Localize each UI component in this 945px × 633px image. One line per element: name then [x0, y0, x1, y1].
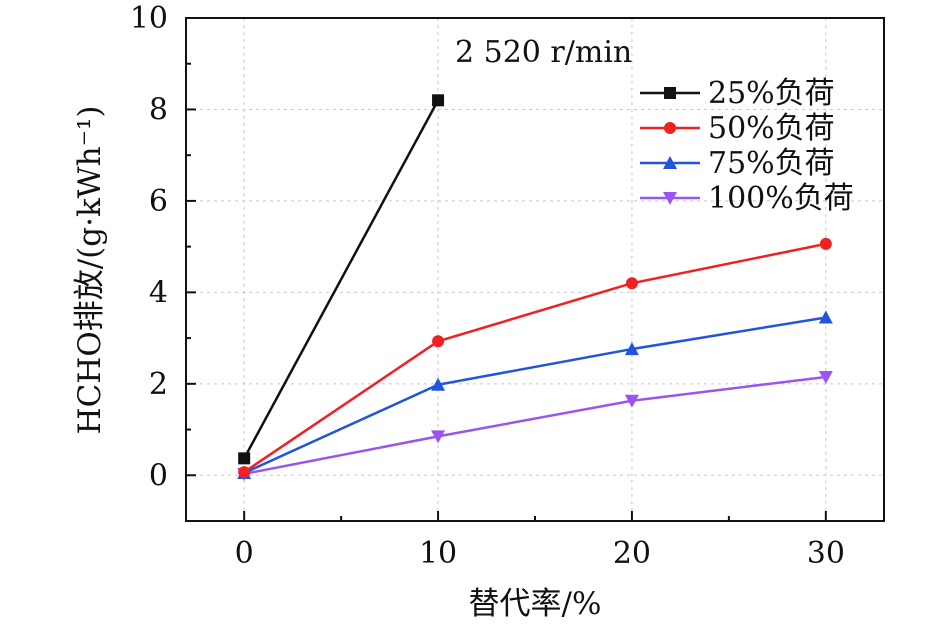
y-tick-label: 4 [149, 275, 168, 310]
data-point [238, 452, 251, 465]
series-25%负荷 [238, 94, 445, 465]
y-tick-label: 10 [130, 1, 168, 36]
y-axis-title: HCHO排放/(g·kWh⁻¹) [72, 106, 108, 435]
x-axis-title: 替代率/% [469, 586, 602, 622]
x-tick-label: 30 [807, 536, 845, 571]
legend-marker [664, 87, 676, 99]
data-point [624, 342, 639, 356]
data-point [238, 466, 251, 479]
legend-label: 75%负荷 [708, 146, 835, 181]
legend-label: 25%负荷 [708, 76, 835, 111]
y-tick-labels: 0 2 4 6 8 10 [130, 1, 168, 493]
legend-label: 100%负荷 [708, 181, 854, 216]
data-point [431, 430, 446, 444]
data-point [432, 335, 445, 348]
data-point [432, 94, 445, 107]
legend-entry: 50%负荷 [640, 111, 835, 146]
series-75%负荷 [237, 310, 833, 479]
series [237, 94, 833, 481]
y-tick-label: 6 [149, 184, 168, 219]
series-100%负荷 [237, 370, 833, 481]
legend-label: 50%负荷 [708, 111, 835, 146]
legend-entry: 75%负荷 [640, 146, 835, 181]
x-tick-labels: 0 10 20 30 [235, 536, 845, 571]
series-line [243, 99, 440, 459]
x-tick-label: 0 [235, 536, 254, 571]
series-line [243, 316, 827, 475]
data-point [625, 277, 638, 290]
y-tick-label: 8 [149, 92, 168, 127]
legend-entry: 100%负荷 [640, 181, 854, 216]
series-line [243, 375, 826, 476]
series-50%负荷 [238, 237, 832, 479]
legend-marker [663, 192, 677, 205]
data-point [819, 237, 832, 250]
y-tick-label: 0 [149, 458, 168, 493]
data-point [818, 370, 833, 384]
legend-marker [664, 122, 676, 134]
axis-ticks [186, 17, 827, 522]
data-point [431, 377, 446, 391]
data-point [624, 394, 639, 408]
series-line [243, 242, 827, 474]
data-point [818, 310, 833, 324]
x-tick-label: 20 [613, 536, 651, 571]
legend-entry: 25%负荷 [640, 76, 835, 111]
speed-annotation: 2 520 r/min [455, 35, 632, 70]
x-tick-label: 10 [419, 536, 457, 571]
legend-marker [663, 156, 677, 169]
y-tick-label: 2 [149, 367, 168, 402]
